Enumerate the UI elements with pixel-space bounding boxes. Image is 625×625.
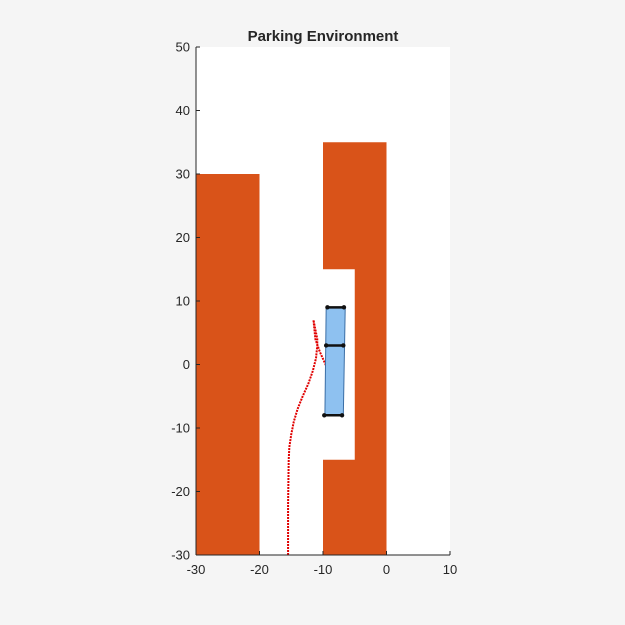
y-tick-label: 10 bbox=[176, 294, 190, 309]
y-tick-label: 40 bbox=[176, 103, 190, 118]
vehicle-wheel-2-1 bbox=[339, 413, 345, 418]
vehicle-wheel-0-1 bbox=[341, 305, 347, 310]
obstacle-left-block bbox=[196, 174, 260, 555]
y-tick-label: -30 bbox=[171, 548, 190, 563]
vehicle-body bbox=[324, 306, 346, 416]
chart-title: Parking Environment bbox=[248, 28, 399, 45]
y-tick-label: -20 bbox=[171, 484, 190, 499]
vehicle-wheel-0-0 bbox=[325, 305, 330, 310]
vehicle-wheel-1-0 bbox=[323, 343, 329, 348]
y-tick-label: -10 bbox=[171, 421, 190, 436]
y-tick-label: 0 bbox=[183, 357, 190, 372]
vehicle-wheel-2-0 bbox=[322, 413, 327, 418]
x-tick-label: -10 bbox=[314, 562, 333, 577]
x-tick-label: 10 bbox=[443, 562, 457, 577]
obstacles-layer bbox=[196, 142, 387, 555]
x-tick-label: -30 bbox=[187, 562, 206, 577]
y-tick-label: 20 bbox=[176, 230, 190, 245]
x-tick-label: 0 bbox=[383, 562, 390, 577]
y-tick-label: 30 bbox=[176, 167, 190, 182]
vehicle-layer bbox=[322, 305, 347, 418]
y-tick-label: 50 bbox=[176, 40, 190, 55]
vehicle-wheel-1-1 bbox=[341, 343, 346, 348]
axes: -30 -20 -10 0 10 -30 -20 -10 0 10 20 30 40 50 bbox=[171, 40, 457, 578]
x-tick-label: -20 bbox=[250, 562, 269, 577]
obstacle-right-block bbox=[323, 142, 387, 555]
